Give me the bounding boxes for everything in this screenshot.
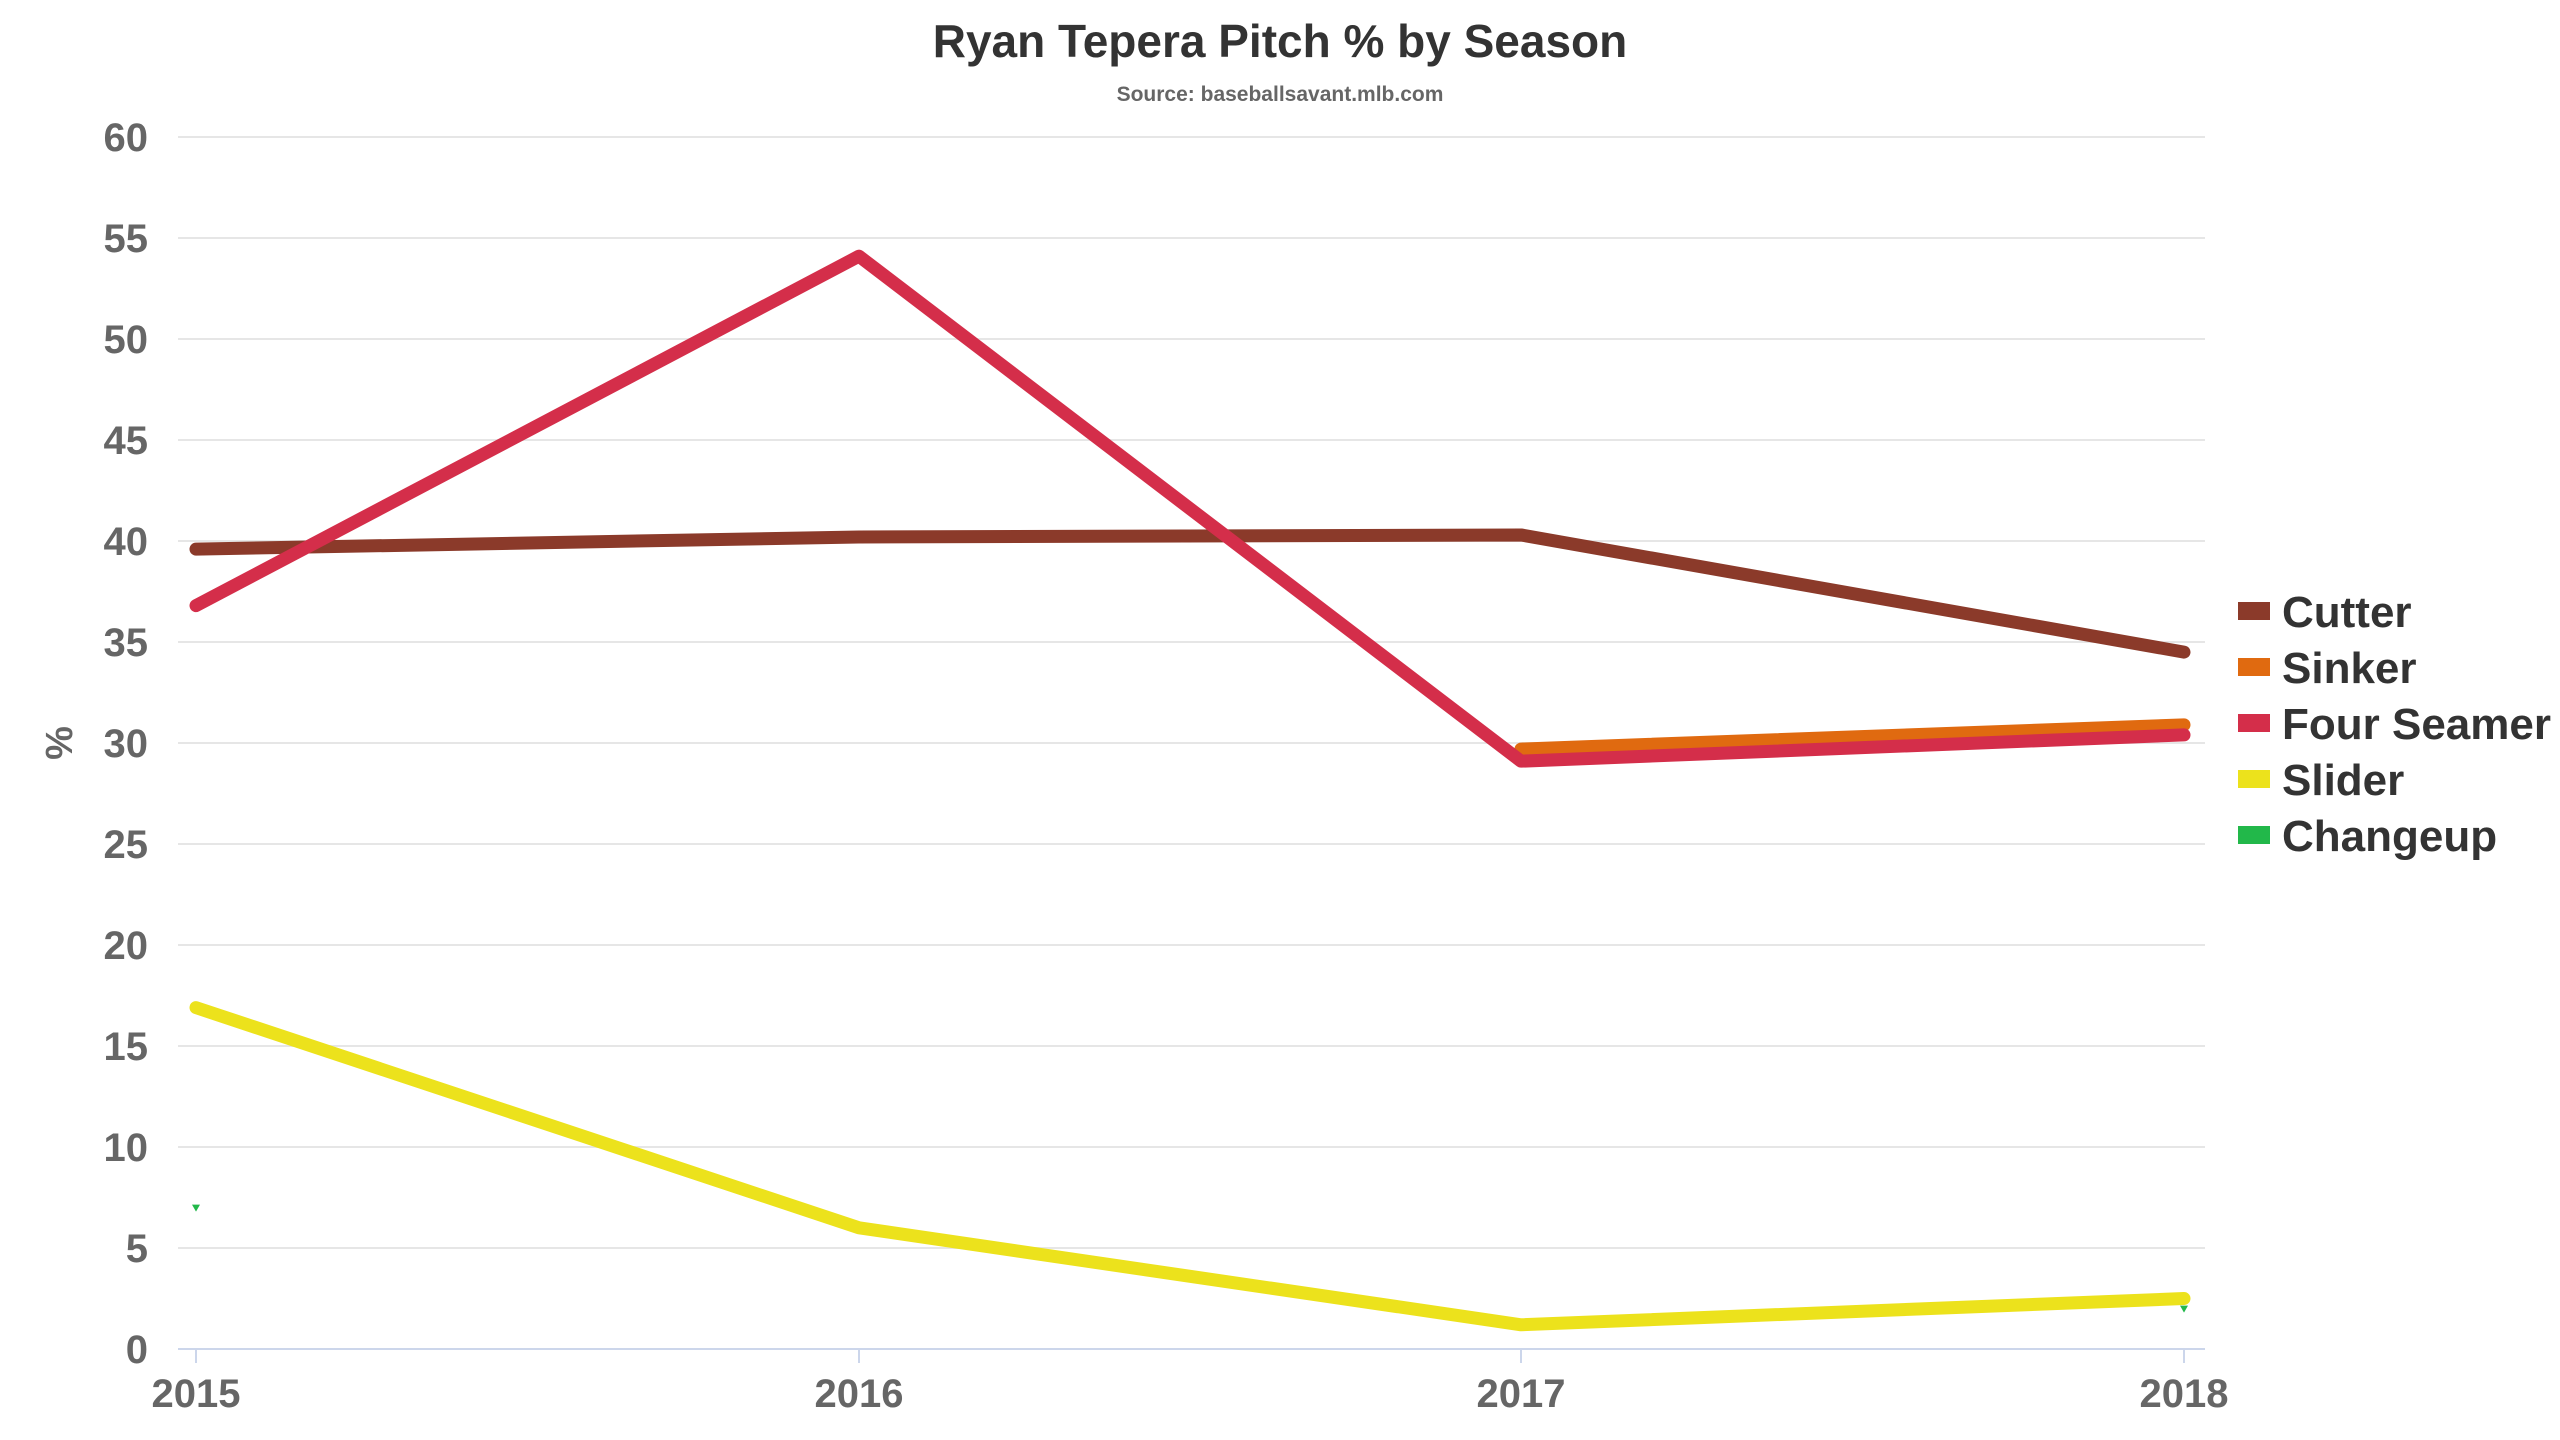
y-tick-label: 0 xyxy=(126,1328,148,1372)
y-tick-label: 30 xyxy=(104,722,149,766)
y-tick-label: 25 xyxy=(104,823,149,867)
y-tick-label: 45 xyxy=(104,419,149,463)
x-tick-label: 2017 xyxy=(1477,1372,1566,1416)
data-point-changeup xyxy=(2180,1305,2188,1313)
legend-swatch-changeup xyxy=(2238,826,2270,844)
series-line-sinker xyxy=(1514,718,2191,756)
legend-label-changeup: Changeup xyxy=(2282,812,2497,861)
y-tick-label: 50 xyxy=(104,318,149,362)
legend-swatch-cutter xyxy=(2238,602,2270,620)
series-line-four-seamer xyxy=(189,249,2191,768)
y-tick-label: 55 xyxy=(104,217,149,261)
legend-swatch-sinker xyxy=(2238,658,2270,676)
chart-title: Ryan Tepera Pitch % by Season xyxy=(932,15,1628,67)
y-tick-label: 35 xyxy=(104,621,149,665)
y-tick-label: 15 xyxy=(104,1025,149,1069)
series-line-slider xyxy=(189,1001,2191,1332)
legend-label-sinker: Sinker xyxy=(2282,644,2417,693)
y-axis-label: % xyxy=(39,726,81,760)
y-tick-label: 10 xyxy=(104,1126,149,1170)
y-tick-label: 20 xyxy=(104,924,149,968)
x-tick-label: 2018 xyxy=(2140,1372,2229,1416)
chart-subtitle: Source: baseballsavant.mlb.com xyxy=(1116,83,1444,106)
x-tick-label: 2016 xyxy=(815,1372,904,1416)
y-tick-label: 40 xyxy=(104,520,149,564)
y-tick-label: 60 xyxy=(104,116,149,160)
legend-label-slider: Slider xyxy=(2282,756,2404,805)
x-tick-label: 2015 xyxy=(152,1372,241,1416)
y-tick-label: 5 xyxy=(126,1227,148,1271)
series-line-cutter xyxy=(189,528,2191,659)
legend-swatch-slider xyxy=(2238,770,2270,788)
data-point-changeup xyxy=(192,1204,200,1212)
legend-swatch-four-seamer xyxy=(2238,714,2270,732)
legend-label-four-seamer: Four Seamer xyxy=(2282,700,2551,749)
legend-label-cutter: Cutter xyxy=(2282,588,2412,637)
